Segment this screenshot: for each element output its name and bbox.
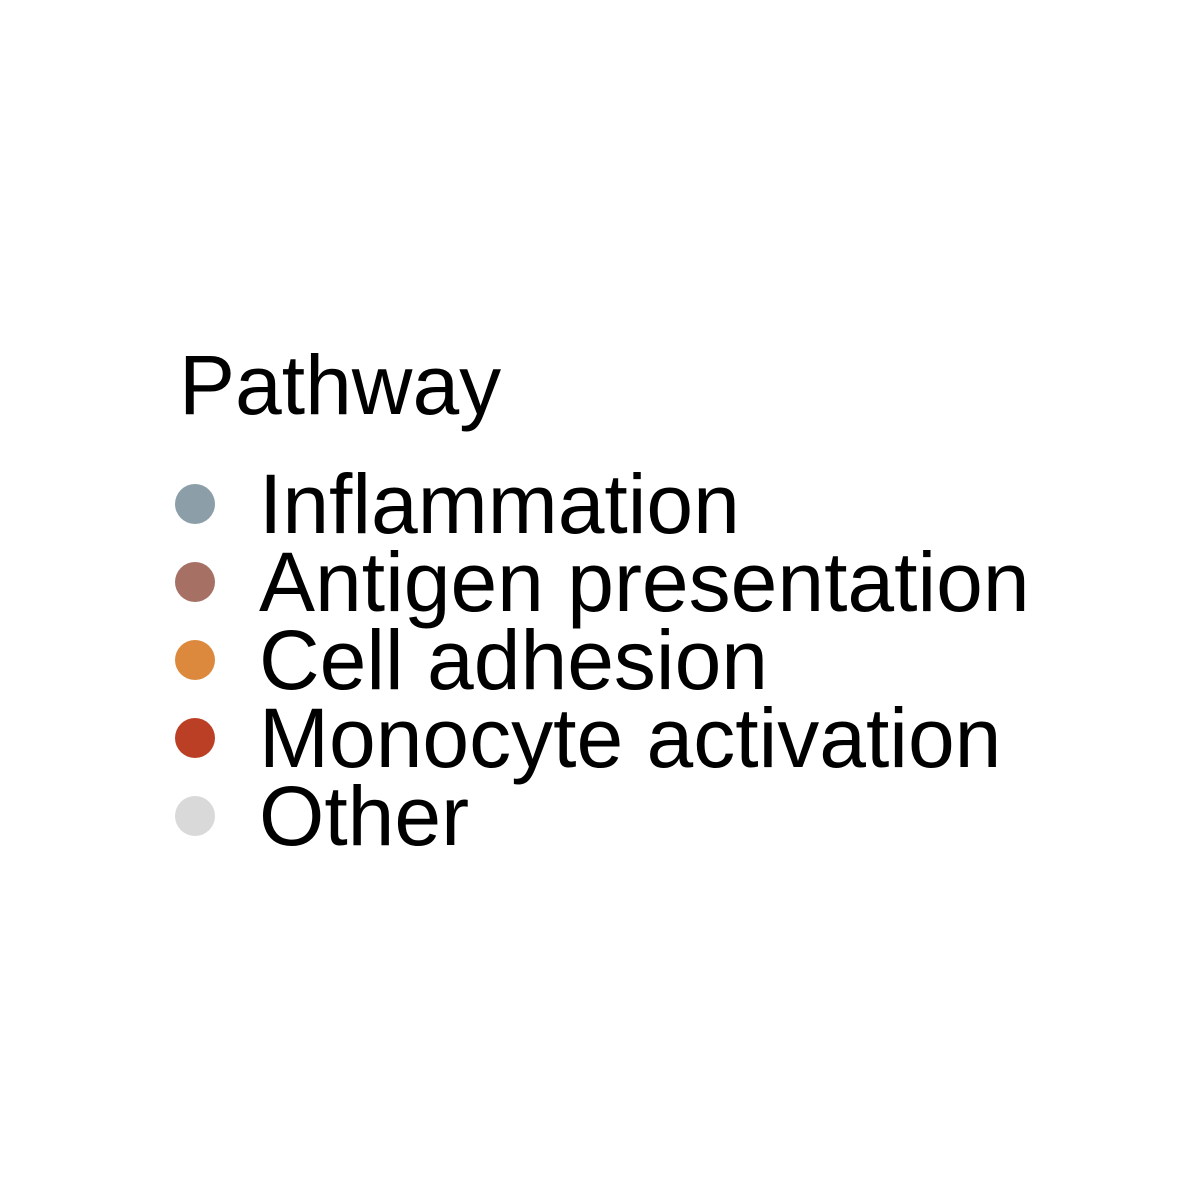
legend-item: Monocyte activation <box>175 691 1030 785</box>
legend-items: Inflammation Antigen presentation Cell adh… <box>175 457 1030 863</box>
legend-key-dot <box>175 718 215 758</box>
legend-key-dot <box>175 796 215 836</box>
legend-item: Cell adhesion <box>175 613 1030 707</box>
legend-title: Pathway <box>179 338 502 432</box>
legend-label: Other <box>259 769 470 863</box>
legend-label: Cell adhesion <box>259 613 769 707</box>
legend-key-dot <box>175 562 215 602</box>
legend: Pathway Inflammation Antigen presentation… <box>175 337 1030 863</box>
legend-label: Inflammation <box>259 457 740 551</box>
legend-label: Antigen presentation <box>259 535 1030 629</box>
legend-label: Monocyte activation <box>259 691 1002 785</box>
legend-item: Inflammation <box>175 457 1030 551</box>
legend-item: Other <box>175 769 1030 863</box>
legend-key-dot <box>175 640 215 680</box>
legend-item: Antigen presentation <box>175 535 1030 629</box>
legend-key-dot <box>175 484 215 524</box>
